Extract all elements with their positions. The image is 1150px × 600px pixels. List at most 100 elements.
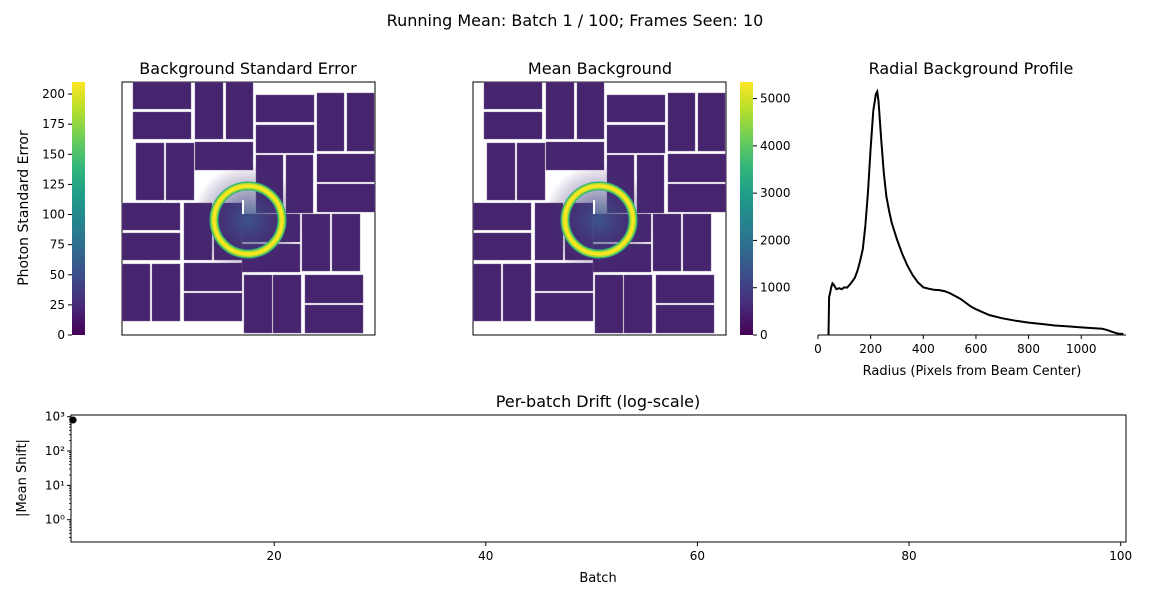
detector-tile bbox=[606, 94, 666, 123]
detector-tile bbox=[255, 94, 315, 123]
radial-x-label: Radius (Pixels from Beam Center) bbox=[863, 364, 1082, 379]
detector-tile bbox=[316, 92, 345, 152]
mean-bg-image bbox=[472, 81, 727, 334]
colorbar-tick-label: 125 bbox=[42, 177, 65, 191]
radial-x-ticks: 0 200 400 600 800 1000 bbox=[814, 335, 1097, 356]
std-error-panel: 0 25 50 75 100 125 150 175 200 Photon Standard E… bbox=[16, 59, 376, 342]
radial-profile-panel: Radial Background Profile 0 200 400 600 800 1… bbox=[814, 59, 1126, 379]
radial-x-tick-label: 400 bbox=[912, 342, 935, 356]
drift-y-tick-label: 10³ bbox=[45, 410, 65, 424]
detector-tile bbox=[183, 292, 243, 322]
radial-profile-title: Radial Background Profile bbox=[869, 59, 1074, 78]
detector-tile bbox=[132, 111, 192, 140]
drift-y-tick-label: 10⁰ bbox=[45, 513, 65, 527]
detector-tile bbox=[472, 232, 532, 261]
drift-points bbox=[69, 416, 77, 424]
detector-tile bbox=[121, 263, 151, 322]
std-error-colorbar-label: Photon Standard Error bbox=[16, 130, 32, 286]
radial-x-tick-label: 0 bbox=[814, 342, 822, 356]
radial-x-tick-label: 600 bbox=[964, 342, 987, 356]
colorbar-tick-label: 200 bbox=[42, 87, 65, 101]
detector-tile bbox=[483, 81, 543, 110]
radial-x-tick-label: 800 bbox=[1017, 342, 1040, 356]
detector-tile bbox=[682, 213, 712, 272]
detector-tile bbox=[606, 124, 666, 154]
detector-tile bbox=[697, 92, 726, 152]
detector-tile bbox=[316, 183, 376, 213]
detector-tile bbox=[272, 274, 302, 334]
detector-tile bbox=[534, 292, 594, 322]
detector-tile bbox=[655, 274, 715, 304]
colorbar-tick-label: 4000 bbox=[760, 139, 791, 153]
detector-tile bbox=[655, 304, 715, 334]
mean-bg-title: Mean Background bbox=[528, 59, 672, 78]
drift-x-ticks: 20 40 60 80 100 bbox=[267, 542, 1132, 563]
drift-y-tick-label: 10¹ bbox=[45, 478, 65, 492]
radial-x-tick-label: 1000 bbox=[1066, 342, 1097, 356]
colorbar-tick-label: 3000 bbox=[760, 186, 791, 200]
diffraction-ring-peak bbox=[563, 184, 635, 256]
detector-tile bbox=[502, 263, 532, 322]
detector-gap bbox=[593, 200, 595, 214]
drift-title: Per-batch Drift (log-scale) bbox=[496, 392, 700, 411]
std-error-colorbar bbox=[72, 82, 85, 335]
drift-panel: Per-batch Drift (log-scale) 20 40 60 80 100 … bbox=[15, 392, 1132, 586]
detector-tile bbox=[545, 81, 575, 140]
detector-tile bbox=[346, 92, 375, 152]
drift-y-tick-label: 10² bbox=[45, 444, 65, 458]
std-error-title: Background Standard Error bbox=[139, 59, 357, 78]
drift-x-tick-label: 80 bbox=[901, 549, 916, 563]
drift-x-tick-label: 100 bbox=[1109, 549, 1132, 563]
detector-tile bbox=[652, 213, 682, 272]
detector-tile bbox=[304, 274, 364, 304]
mean-bg-colorbar-ticks: 0 1000 2000 3000 4000 5000 bbox=[753, 92, 791, 342]
colorbar-tick-label: 75 bbox=[50, 238, 65, 252]
detector-tile bbox=[316, 153, 376, 183]
detector-tile bbox=[472, 202, 532, 231]
colorbar-tick-label: 2000 bbox=[760, 233, 791, 247]
detector-tile bbox=[165, 142, 195, 201]
detector-tile bbox=[516, 142, 546, 201]
detector-tile bbox=[472, 263, 502, 322]
colorbar-tick-label: 50 bbox=[50, 268, 65, 282]
detector-tile bbox=[486, 142, 516, 201]
colorbar-tick-label: 1000 bbox=[760, 281, 791, 295]
colorbar-tick-label: 0 bbox=[57, 328, 65, 342]
detector-gap bbox=[242, 200, 244, 214]
detector-tile bbox=[121, 232, 181, 261]
detector-tile bbox=[301, 213, 331, 272]
colorbar-tick-label: 175 bbox=[42, 117, 65, 131]
scatter-glow bbox=[543, 164, 655, 276]
colorbar-tick-label: 0 bbox=[760, 328, 768, 342]
diffraction-ring-peak bbox=[212, 184, 284, 256]
drift-y-ticks: 10⁰ 10¹ 10² 10³ bbox=[45, 410, 71, 539]
colorbar-tick-label: 100 bbox=[42, 208, 65, 222]
drift-x-tick-label: 40 bbox=[478, 549, 493, 563]
drift-x-label: Batch bbox=[579, 571, 616, 586]
detector-tile bbox=[135, 142, 165, 201]
std-error-colorbar-ticks: 0 25 50 75 100 125 150 175 200 bbox=[42, 87, 72, 342]
radial-x-tick-label: 200 bbox=[859, 342, 882, 356]
detector-tile bbox=[594, 274, 624, 334]
detector-tile bbox=[243, 274, 273, 334]
mean-bg-panel: Mean Background 0 1000 2000 3000 4000 5000 bbox=[472, 59, 791, 342]
drift-x-tick-label: 20 bbox=[267, 549, 282, 563]
detector-tile bbox=[667, 183, 727, 213]
drift-axes-frame bbox=[70, 414, 1127, 543]
detector-tile bbox=[331, 213, 361, 272]
detector-tile bbox=[576, 81, 605, 140]
drift-x-tick-label: 60 bbox=[690, 549, 705, 563]
detector-tile bbox=[151, 263, 181, 322]
detector-tile bbox=[194, 81, 224, 140]
mean-bg-colorbar bbox=[740, 82, 753, 335]
detector-tile bbox=[121, 202, 181, 231]
detector-tile bbox=[667, 153, 727, 183]
std-error-image bbox=[121, 81, 376, 334]
detector-tile bbox=[623, 274, 653, 334]
detector-tile bbox=[132, 81, 192, 110]
colorbar-tick-label: 25 bbox=[50, 298, 65, 312]
detector-tile bbox=[225, 81, 254, 140]
detector-tile bbox=[255, 124, 315, 154]
radial-profile-line bbox=[827, 88, 1124, 336]
scatter-glow bbox=[192, 164, 304, 276]
